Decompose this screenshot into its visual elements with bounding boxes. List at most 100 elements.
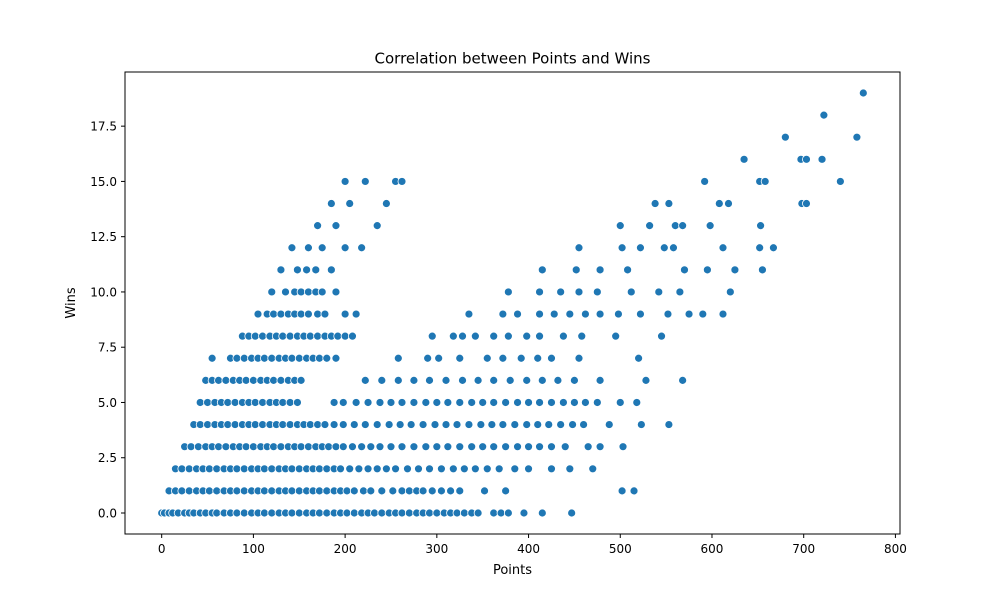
data-point xyxy=(315,508,324,518)
x-tick-label: 100 xyxy=(242,542,265,556)
data-point xyxy=(852,132,862,142)
x-axis-label: Points xyxy=(493,563,532,578)
data-point xyxy=(366,442,376,452)
data-point xyxy=(285,398,295,407)
data-point xyxy=(756,221,765,231)
data-point xyxy=(336,464,345,474)
data-point xyxy=(372,221,382,231)
data-point xyxy=(718,309,728,319)
data-point xyxy=(377,375,387,385)
data-point xyxy=(588,464,598,474)
data-point xyxy=(663,309,673,319)
data-point xyxy=(326,265,336,275)
data-point xyxy=(579,420,588,429)
data-point xyxy=(204,486,214,496)
data-point xyxy=(348,331,357,341)
data-point xyxy=(623,265,632,275)
data-point xyxy=(570,398,579,407)
data-point xyxy=(195,398,205,407)
data-point xyxy=(487,420,497,429)
data-point xyxy=(629,486,639,496)
data-point xyxy=(446,486,455,496)
data-point xyxy=(340,177,350,186)
y-tick-label: 12.5 xyxy=(90,230,117,244)
data-point xyxy=(473,375,483,385)
data-point xyxy=(489,331,499,341)
x-tick-label: 800 xyxy=(884,542,907,556)
data-point xyxy=(267,508,277,518)
data-point xyxy=(537,508,547,518)
data-point xyxy=(421,442,431,452)
data-point xyxy=(494,464,504,474)
data-point xyxy=(513,442,522,452)
data-point xyxy=(313,420,323,429)
data-point xyxy=(425,375,434,385)
data-point xyxy=(480,486,489,496)
x-tick-label: 600 xyxy=(701,542,724,556)
data-point xyxy=(384,420,394,429)
data-point xyxy=(698,309,708,319)
data-point xyxy=(535,309,544,319)
data-point xyxy=(452,508,462,518)
data-point xyxy=(203,398,212,407)
data-point xyxy=(604,420,614,429)
data-point xyxy=(269,442,278,452)
data-point xyxy=(553,375,563,385)
data-point xyxy=(425,508,434,518)
data-point xyxy=(293,265,302,275)
data-point xyxy=(276,442,286,452)
data-point xyxy=(432,508,442,518)
data-point xyxy=(570,375,579,385)
x-tick-label: 300 xyxy=(425,542,448,556)
data-point xyxy=(324,442,334,452)
data-point xyxy=(232,353,242,363)
data-point xyxy=(357,243,367,253)
data-point xyxy=(455,398,465,407)
data-point xyxy=(260,353,269,363)
data-point xyxy=(342,508,352,518)
x-tick-label: 200 xyxy=(334,542,357,556)
data-point xyxy=(230,398,240,407)
data-point xyxy=(278,420,288,429)
data-point xyxy=(285,420,295,429)
data-point xyxy=(427,486,437,496)
data-point xyxy=(260,464,269,474)
data-point xyxy=(522,375,532,385)
data-point xyxy=(473,508,483,518)
data-point xyxy=(269,309,278,319)
data-point xyxy=(317,287,327,297)
data-point xyxy=(489,398,499,407)
data-point xyxy=(331,353,341,363)
data-point xyxy=(636,243,645,253)
data-point xyxy=(414,464,423,474)
data-point xyxy=(641,375,651,385)
data-point xyxy=(296,287,306,297)
data-point xyxy=(547,442,556,452)
data-point xyxy=(340,243,350,253)
data-point xyxy=(320,309,330,319)
data-point xyxy=(360,375,370,385)
data-point xyxy=(372,464,382,474)
data-point xyxy=(533,353,543,363)
data-point xyxy=(223,420,233,429)
data-point xyxy=(363,398,373,407)
data-point xyxy=(478,398,488,407)
data-point xyxy=(819,110,829,120)
data-point xyxy=(409,398,419,407)
data-point xyxy=(221,375,231,385)
data-point xyxy=(437,464,446,474)
data-point xyxy=(489,375,499,385)
data-point xyxy=(516,353,526,363)
data-point xyxy=(835,177,845,186)
data-point xyxy=(432,442,442,452)
data-point xyxy=(223,398,233,407)
data-point xyxy=(535,398,544,407)
data-point xyxy=(614,309,623,319)
y-tick-label: 17.5 xyxy=(90,120,117,134)
data-point xyxy=(285,331,295,341)
data-point xyxy=(269,375,278,385)
data-point xyxy=(397,442,407,452)
data-point xyxy=(617,486,627,496)
data-point xyxy=(395,420,405,429)
